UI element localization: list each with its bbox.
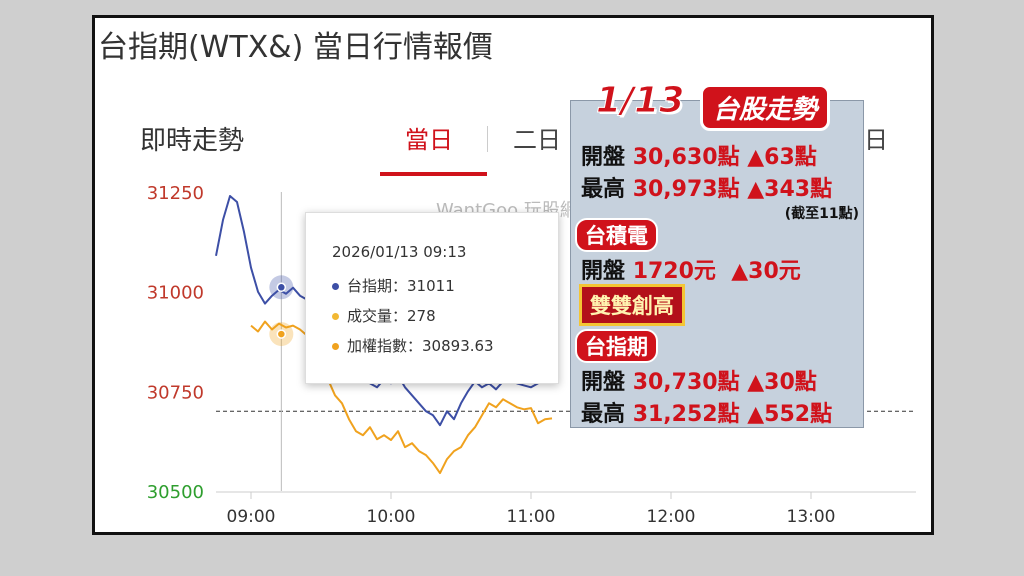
tooltip-date: 2026/01/13 09:13 xyxy=(332,243,467,261)
news-row: 開盤 1720元 ▲30元 xyxy=(581,253,801,285)
x-tick-label: 13:00 xyxy=(787,507,836,527)
row-change: ▲63點 xyxy=(747,145,817,170)
row-value: 30,973點 xyxy=(632,177,740,202)
row-value: 30,630點 xyxy=(632,145,740,170)
row-label: 開盤 xyxy=(581,370,626,395)
row-change: ▲343點 xyxy=(747,177,833,202)
tooltip-row: 台指期：31011 xyxy=(332,275,455,296)
row-label: 最高 xyxy=(581,177,626,202)
row-label: 最高 xyxy=(581,402,626,427)
tooltip-dot xyxy=(332,313,339,320)
y-tick-label: 30750 xyxy=(147,382,204,403)
news-date: 1/13 xyxy=(595,80,685,122)
news-label: 台指期 xyxy=(575,329,658,363)
news-row: 開盤 30,630點 ▲63點 xyxy=(581,139,817,171)
hover-point xyxy=(276,282,287,293)
tab[interactable]: 二日 xyxy=(513,126,561,154)
tooltip-value: 30893.63 xyxy=(422,337,494,355)
page-title: 台指期(WTX&) 當日行情報價 xyxy=(98,30,493,65)
tooltip-dot xyxy=(332,283,339,290)
y-tick-label: 30500 xyxy=(147,482,204,503)
row-value: 1720元 xyxy=(632,259,716,284)
y-tick-label: 31250 xyxy=(147,183,204,204)
tooltip: 2026/01/13 09:13 台指期：31011 成交量：278 加權指數：… xyxy=(305,212,559,384)
row-change: ▲552點 xyxy=(747,402,833,427)
tooltip-label: 加權指數： xyxy=(347,337,423,355)
news-box: 開盤 30,630點 ▲63點 最高 30,973點 ▲343點 (截至11點)… xyxy=(570,100,864,428)
x-tick-label: 12:00 xyxy=(647,507,696,527)
news-row: 最高 31,252點 ▲552點 xyxy=(581,396,832,428)
tab[interactable]: 當日 xyxy=(405,126,453,154)
tooltip-value: 31011 xyxy=(407,277,455,295)
divider xyxy=(487,126,488,152)
news-note: (截至11點) xyxy=(784,206,859,222)
tooltip-label: 成交量： xyxy=(347,307,408,325)
tab-underline xyxy=(380,172,487,176)
y-tick-label: 31000 xyxy=(147,283,204,304)
x-tick-label: 10:00 xyxy=(367,507,416,527)
row-value: 31,252點 xyxy=(632,402,740,427)
news-badge: 雙雙創高 xyxy=(579,284,685,326)
tooltip-row: 加權指數：30893.63 xyxy=(332,335,494,356)
news-row: 開盤 30,730點 ▲30點 xyxy=(581,364,817,396)
x-tick-label: 11:00 xyxy=(507,507,556,527)
tooltip-dot xyxy=(332,343,339,350)
tooltip-value: 278 xyxy=(407,307,436,325)
row-change: ▲30點 xyxy=(747,370,817,395)
series-line xyxy=(250,320,553,475)
tooltip-label: 台指期： xyxy=(347,277,408,295)
news-row: 最高 30,973點 ▲343點 xyxy=(581,171,832,203)
x-tick-label: 09:00 xyxy=(227,507,276,527)
news-label: 台積電 xyxy=(575,218,658,252)
hover-point xyxy=(276,329,287,339)
row-label: 開盤 xyxy=(581,259,626,284)
tooltip-row: 成交量：278 xyxy=(332,305,436,326)
section-title: 即時走勢 xyxy=(140,126,245,156)
row-value: 30,730點 xyxy=(632,370,740,395)
row-label: 開盤 xyxy=(581,145,626,170)
news-headline: 台股走勢 xyxy=(700,84,831,131)
row-change: ▲30元 xyxy=(731,259,801,284)
